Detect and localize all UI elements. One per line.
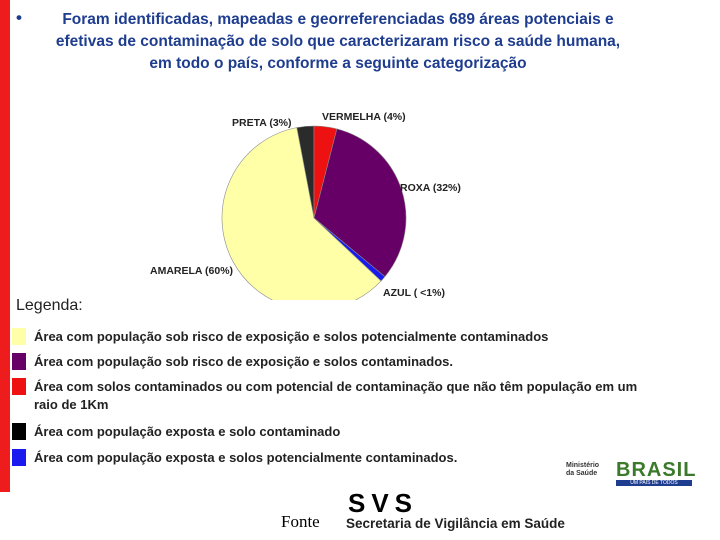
title-bullet: •: [16, 8, 22, 27]
pie-label-roxa: ROXA (32%): [400, 182, 461, 194]
ministerio-line-1: Ministério: [566, 462, 600, 469]
title-line-2: efetivas de contaminação de solo que car…: [55, 33, 621, 50]
pie-label-azul: AZUL ( <1%): [383, 287, 445, 299]
pie-slice-roxa: [313, 128, 407, 278]
brasil-logo: BRASIL UM PAÍS DE TODOS: [616, 460, 695, 486]
legend-swatch-red: [12, 378, 26, 395]
pie-slice-amarela: [221, 127, 382, 300]
brasil-logo-text: BRASIL: [616, 459, 697, 481]
legend-swatch-yellow: [12, 328, 26, 345]
legend-text: Área com população exposta e solo contam…: [34, 424, 341, 439]
legend-title: Legenda:: [16, 297, 83, 314]
legend-text-continued: raio de 1Km: [34, 397, 109, 412]
brasil-logo-sub: UM PAÍS DE TODOS: [616, 480, 692, 486]
ministerio-line-2: da Saúde: [566, 470, 598, 477]
pie-label-vermelha: VERMELHA (4%): [322, 111, 406, 123]
legend-swatch-black: [12, 423, 26, 440]
svs-logo: SVS Secretaria de Vigilância em Saúde: [340, 488, 685, 538]
svs-name: Secretaria de Vigilância em Saúde: [346, 516, 565, 531]
legend-text: Área com população sob risco de exposiçã…: [34, 354, 454, 369]
pie-label-amarela: AMARELA (60%): [150, 265, 233, 277]
pie-label-preta: PRETA (3%): [232, 117, 292, 129]
legend-swatch-purple: [12, 353, 26, 370]
left-accent-bar: [0, 0, 10, 492]
svs-letters: SVS: [348, 488, 419, 518]
pie-chart: PRETA (3%) VERMELHA (4%) ROXA (32%) AZUL ( …: [150, 111, 461, 300]
legend-swatch-blue: [12, 449, 26, 466]
slide-title: Foram identificadas, mapeadas e georrefe…: [18, 9, 658, 75]
legend-text: Área com população sob risco de exposiçã…: [34, 329, 549, 344]
legend-text: Área com população exposta e solos poten…: [34, 450, 458, 465]
title-line-1: Foram identificadas, mapeadas e georrefe…: [62, 11, 614, 28]
title-line-3: em todo o país, conforme a seguinte cate…: [149, 55, 527, 72]
fonte-label: Fonte: [281, 512, 320, 531]
ministerio-saude-logo: Ministério da Saúde: [566, 462, 599, 478]
legend-text: Área com solos contaminados ou com poten…: [34, 379, 638, 394]
